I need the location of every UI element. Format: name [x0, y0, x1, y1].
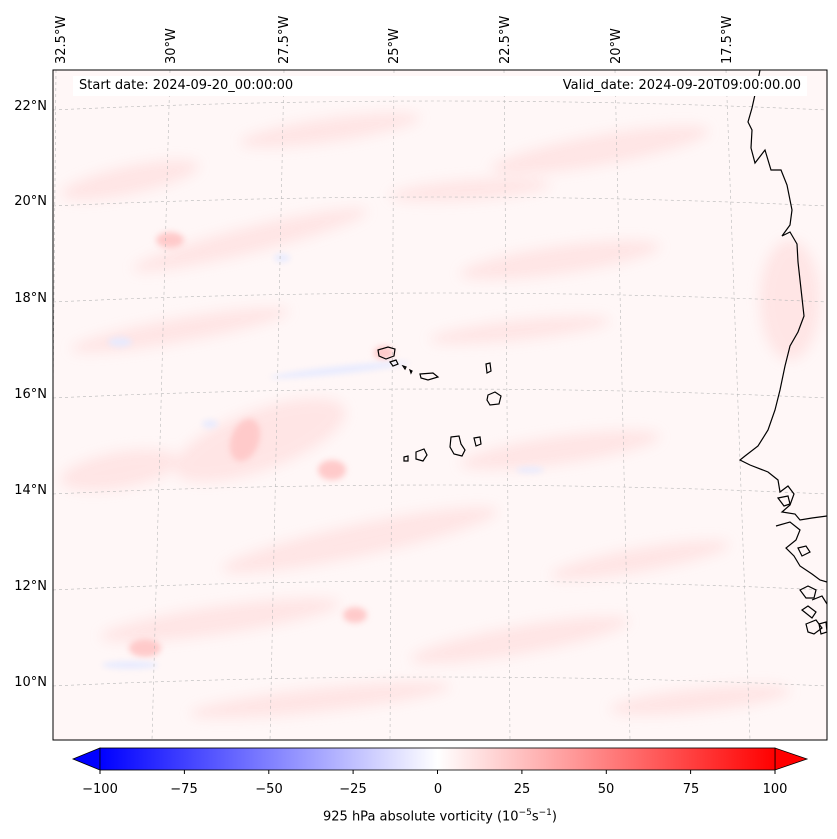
- lat-label: 14°N: [14, 483, 47, 498]
- lon-label: 27.5°W: [277, 15, 292, 64]
- lat-label: 16°N: [14, 387, 47, 402]
- colorbar-tick-label: −25: [339, 782, 367, 797]
- cape-verde-islands: [377, 346, 502, 462]
- valid-date-label: Valid_date: 2024-09-20T09:00:00.00: [562, 78, 801, 93]
- colorbar-tick-label: −75: [170, 782, 198, 797]
- africa-coastline: [738, 70, 827, 635]
- colorbar-tick-label: 25: [513, 782, 531, 797]
- colorbar-tick-label: 0: [433, 782, 443, 797]
- map-border: [52, 69, 828, 741]
- colorbar-tick-label: 50: [597, 782, 615, 797]
- colorbar-title: 925 hPa absolute vorticity (10−5s−1): [323, 808, 557, 825]
- gridlines: [53, 70, 827, 740]
- start-date-label: Start date: 2024-09-20_00:00:00: [79, 78, 294, 93]
- lon-label: 32.5°W: [54, 15, 69, 64]
- lat-label: 22°N: [14, 99, 47, 114]
- lon-label: 22.5°W: [498, 15, 513, 64]
- header-box: [73, 76, 807, 96]
- lon-label: 17.5°W: [720, 15, 735, 64]
- lon-label: 25°W: [387, 28, 402, 64]
- colorbar: [71, 747, 809, 774]
- colorbar-gradient: [99, 747, 776, 771]
- lat-label: 20°N: [14, 194, 47, 209]
- colorbar-high-extend: [774, 747, 809, 771]
- colorbar-low-extend: [71, 747, 101, 771]
- vorticity-field: [53, 70, 827, 740]
- lat-label: 18°N: [14, 291, 47, 306]
- lat-label: 12°N: [14, 579, 47, 594]
- colorbar-tick-label: 100: [762, 782, 788, 797]
- colorbar-tick-label: −100: [82, 782, 118, 797]
- lat-label: 10°N: [14, 675, 47, 690]
- colorbar-ticks: [99, 770, 776, 774]
- lon-label: 30°W: [164, 28, 179, 64]
- lon-label: 20°W: [609, 28, 624, 64]
- colorbar-tick-label: −50: [255, 782, 283, 797]
- colorbar-tick-label: 75: [682, 782, 700, 797]
